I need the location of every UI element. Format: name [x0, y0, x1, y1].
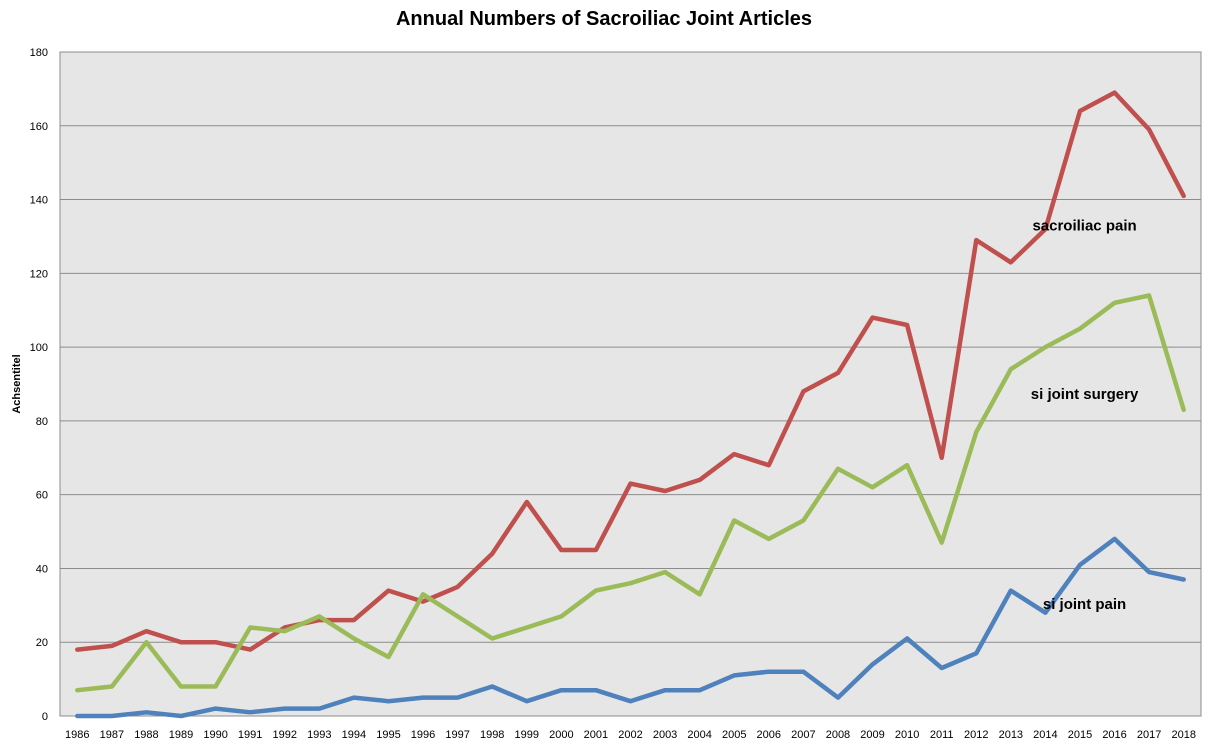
- x-tick-label: 1989: [169, 729, 193, 741]
- y-tick-label: 60: [36, 490, 48, 502]
- x-tick-label: 1995: [376, 729, 400, 741]
- plot-area: [59, 51, 1202, 717]
- series-label: si joint surgery: [1031, 386, 1139, 403]
- x-tick-label: 2010: [895, 729, 919, 741]
- y-axis-ticks: 0 20 40 60 80 100 120 140 160 180: [30, 47, 48, 723]
- x-tick-label: 2006: [757, 729, 781, 741]
- x-tick-label: 2018: [1171, 729, 1195, 741]
- series-line-si-joint-surgery: [75, 293, 1186, 693]
- y-tick-label: 180: [30, 47, 48, 59]
- x-tick-label: 2016: [1102, 729, 1126, 741]
- x-tick-label: 2011: [930, 729, 954, 741]
- y-tick-label: 80: [36, 416, 48, 428]
- y-tick-label: 0: [42, 711, 48, 723]
- series-line-si-joint-pain: [75, 536, 1186, 719]
- y-tick-label: 40: [36, 563, 48, 575]
- x-tick-label: 2005: [722, 729, 746, 741]
- x-tick-label: 2008: [826, 729, 850, 741]
- y-tick-label: 140: [30, 195, 48, 207]
- x-tick-label: 2015: [1068, 729, 1092, 741]
- y-tick-label: 160: [30, 121, 48, 133]
- x-tick-label: 2014: [1033, 729, 1057, 741]
- gridlines: [60, 125, 1201, 643]
- x-axis-ticks: 1986 1987 1988 1989 1990 1991 1992 1993 1994 1995…: [65, 729, 1196, 741]
- x-tick-label: 1998: [480, 729, 504, 741]
- x-tick-label: 1999: [515, 729, 539, 741]
- chart-title: Annual Numbers of Sacroiliac Joint Artic…: [395, 8, 813, 30]
- series-lines: [75, 90, 1186, 719]
- y-tick-label: 20: [36, 637, 48, 649]
- series-label: sacroiliac pain: [1032, 218, 1136, 235]
- x-tick-label: 1988: [134, 729, 158, 741]
- series-labels: sacroiliac pain si joint surgery si joint …: [1031, 218, 1139, 613]
- x-tick-label: 2009: [860, 729, 884, 741]
- x-tick-label: 2002: [618, 729, 642, 741]
- x-tick-label: 2012: [964, 729, 988, 741]
- x-tick-label: 2017: [1137, 729, 1161, 741]
- y-axis-title: Achsentitel: [11, 354, 23, 413]
- x-tick-label: 2003: [653, 729, 677, 741]
- x-tick-label: 1990: [203, 729, 227, 741]
- x-tick-label: 2000: [549, 729, 573, 741]
- x-tick-label: 1997: [445, 729, 469, 741]
- x-tick-label: 2001: [584, 729, 608, 741]
- series-line-sacroiliac-pain: [75, 90, 1186, 652]
- x-tick-label: 1996: [411, 729, 435, 741]
- y-tick-label: 120: [30, 268, 48, 280]
- x-tick-label: 1986: [65, 729, 89, 741]
- y-tick-label: 100: [30, 342, 48, 354]
- x-tick-label: 2013: [999, 729, 1023, 741]
- x-tick-label: 1991: [238, 729, 262, 741]
- series-label: si joint pain: [1043, 596, 1126, 613]
- x-tick-label: 2007: [791, 729, 815, 741]
- x-tick-label: 1993: [307, 729, 331, 741]
- x-tick-label: 2004: [687, 729, 711, 741]
- x-tick-label: 1994: [342, 729, 366, 741]
- x-tick-label: 1987: [100, 729, 124, 741]
- x-tick-label: 1992: [273, 729, 297, 741]
